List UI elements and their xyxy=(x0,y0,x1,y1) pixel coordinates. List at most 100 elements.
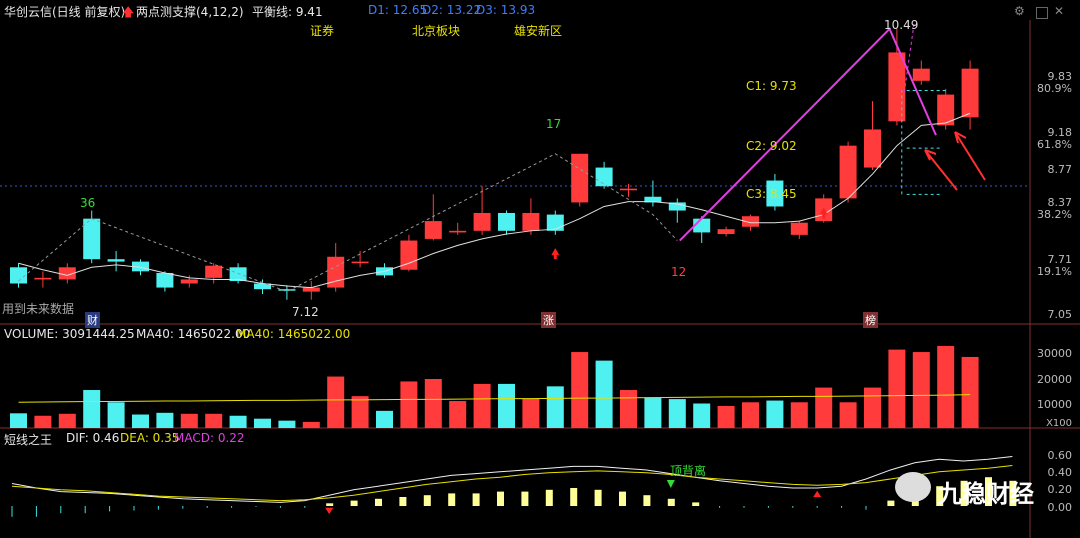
top-divergence-label: 顶背离 xyxy=(670,464,707,478)
macd-histogram-bar xyxy=(350,500,358,506)
volume-bar xyxy=(254,418,271,428)
tag-xiongan: 雄安新区 xyxy=(514,24,563,38)
fib-tick: 38.2% xyxy=(1037,208,1072,221)
macd-histogram-bar xyxy=(326,503,334,506)
macd-histogram-bar xyxy=(985,477,992,506)
volume-bar xyxy=(864,387,881,428)
volume-bar xyxy=(302,421,320,428)
volume-bar xyxy=(107,402,125,428)
balance-line: 平衡线: 9.41 xyxy=(252,5,323,19)
tag-securities: 证券 xyxy=(310,24,335,38)
peak-price: 10.49 xyxy=(884,18,919,32)
marker-zhang: 涨 xyxy=(541,312,556,328)
fib-tick: 61.8% xyxy=(1037,138,1072,151)
fib-tick: 19.1% xyxy=(1037,265,1072,278)
dea-value: DEA: 0.35 xyxy=(120,431,180,445)
candle-body xyxy=(58,267,76,280)
macd-histogram-bar xyxy=(521,491,529,506)
macd-histogram-bar xyxy=(545,489,553,506)
macd-indicator-name: 短线之王 xyxy=(4,433,53,447)
volume-bar xyxy=(717,405,735,428)
candle-body xyxy=(912,68,930,81)
buy-arrow-icon xyxy=(819,207,828,219)
support-c1: C1: 9.73 xyxy=(746,79,797,93)
macd-histogram-bar xyxy=(692,502,700,506)
dif-line xyxy=(11,456,1013,503)
volume-bar xyxy=(912,352,930,428)
moving-average-line xyxy=(18,112,971,289)
candle-body xyxy=(156,272,174,288)
volume-bar xyxy=(766,400,784,428)
marker-cai: 财 xyxy=(85,312,100,328)
volume-bar xyxy=(449,401,467,428)
buy-arrow-icon xyxy=(813,490,822,497)
candle-body xyxy=(302,287,320,292)
candle-body xyxy=(180,279,198,284)
volume-ma40-b: MA40: 1465022.00 xyxy=(236,327,351,341)
macd-histogram-bar xyxy=(570,488,578,506)
volume-bar xyxy=(205,413,223,428)
fib-tick: 80.9% xyxy=(1037,82,1072,95)
macd-tick: 0.00 xyxy=(1047,501,1073,514)
candle-body xyxy=(473,212,491,231)
price-tick: 7.05 xyxy=(1047,308,1073,321)
price-tick: 8.77 xyxy=(1047,163,1073,176)
macd-histogram-bar xyxy=(619,491,626,506)
watermark: 九稳财经 xyxy=(938,480,1034,508)
macd-histogram-bar xyxy=(423,495,431,506)
buy-arrow-icon xyxy=(551,248,560,260)
macd-histogram-bar xyxy=(887,500,895,506)
volume-bar xyxy=(156,412,174,428)
volume-ma40-a: MA40: 1465022.00 xyxy=(136,327,251,341)
candle-body xyxy=(34,277,52,280)
support-c3: C3: 8.45 xyxy=(746,187,797,201)
macd-tick: 0.20 xyxy=(1047,483,1073,496)
macd-tick: 0.40 xyxy=(1047,466,1073,479)
close-icon[interactable]: ✕ xyxy=(1054,4,1065,18)
support-trend-line xyxy=(679,27,937,242)
volume-bar xyxy=(790,402,808,428)
sell-arrow-icon xyxy=(666,480,675,488)
price-tick: 9.18 xyxy=(1047,126,1073,139)
candle-body xyxy=(351,261,369,264)
volume-bar xyxy=(83,390,101,428)
volume-bar xyxy=(473,383,491,428)
volume-ma-line xyxy=(18,394,971,403)
volume-bar xyxy=(620,390,637,428)
volume-bar xyxy=(351,396,369,428)
macd-histogram-bar xyxy=(375,498,382,506)
macd-tick: 0.60 xyxy=(1047,449,1073,462)
volume-bar xyxy=(668,399,686,428)
volume-bar xyxy=(742,402,759,428)
volume-bar xyxy=(34,415,52,428)
candle-body xyxy=(571,153,589,203)
volume-bar xyxy=(937,345,955,428)
candle-body xyxy=(644,196,662,203)
future-data-note: 用到未来数据 xyxy=(2,302,75,316)
volume-tick: 10000 xyxy=(1037,398,1072,411)
volume-bar xyxy=(595,360,613,428)
annotation-arrow xyxy=(924,149,958,191)
candle-body xyxy=(83,218,101,260)
volume-bar xyxy=(132,414,149,428)
volume-tick: 20000 xyxy=(1037,373,1072,386)
dea-line xyxy=(11,465,1013,502)
settings-icon[interactable]: ⚙ xyxy=(1014,4,1025,18)
volume-bar xyxy=(644,397,662,428)
candle-body xyxy=(229,267,247,282)
candle-body xyxy=(668,202,686,211)
count-17: 17 xyxy=(546,117,562,131)
maximize-icon[interactable] xyxy=(1036,7,1048,19)
price-tick: 7.71 xyxy=(1047,253,1073,266)
volume-bar xyxy=(180,413,198,428)
candle-body xyxy=(278,289,296,291)
candle-body xyxy=(937,94,955,126)
candle-body xyxy=(620,188,637,191)
volume-bar xyxy=(327,376,345,428)
volume-bar xyxy=(546,386,564,428)
candle-body xyxy=(449,230,467,233)
tag-beijing: 北京板块 xyxy=(412,24,461,38)
annotation-arrow xyxy=(954,131,986,181)
volume-bar xyxy=(376,410,393,428)
